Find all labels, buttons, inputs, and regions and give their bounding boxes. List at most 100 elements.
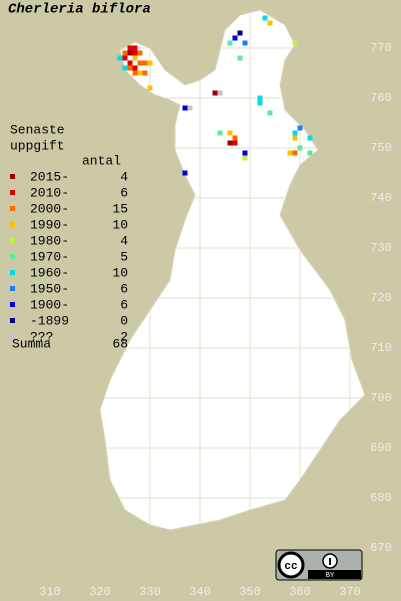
total-label: Summa: [12, 336, 51, 351]
observation-square: [242, 150, 248, 156]
license-badge: cc BY: [275, 549, 363, 581]
observation-square: [292, 40, 298, 46]
legend-label: 2000-: [30, 201, 69, 216]
observation-square: [122, 50, 128, 56]
legend-count: 5: [120, 249, 128, 264]
observation-square: [147, 60, 153, 66]
legend-swatch: [10, 254, 15, 259]
legend-label: 1950-: [30, 281, 69, 296]
observation-square: [182, 105, 188, 111]
legend-count: 4: [120, 169, 128, 184]
observation-square: [127, 65, 133, 71]
observations: [117, 15, 313, 176]
legend-swatch: [10, 206, 15, 211]
by-icon-figure: [329, 558, 331, 565]
legend-swatch: [10, 302, 15, 307]
observation-square: [132, 45, 138, 51]
observation-square: [232, 35, 238, 41]
legend-count: 10: [112, 265, 128, 280]
observation-square: [257, 100, 263, 106]
y-tick-label: 700: [370, 391, 392, 405]
observation-square: [257, 95, 263, 101]
legend-label: 1970-: [30, 249, 69, 264]
y-tick-label: 730: [370, 241, 392, 255]
observation-square: [227, 140, 233, 146]
legend-swatch: [10, 222, 15, 227]
legend-label: 1990-: [30, 217, 69, 232]
legend-label: 1980-: [30, 233, 69, 248]
observation-square: [217, 90, 223, 96]
observation-square: [147, 85, 153, 91]
observation-square: [117, 55, 123, 61]
legend-swatch: [10, 238, 15, 243]
observation-square: [267, 110, 273, 116]
title: Cherleria biflora: [8, 2, 151, 18]
legend-count: 4: [120, 233, 128, 248]
legend-count: 2: [120, 329, 128, 344]
x-tick-label: 330: [139, 585, 161, 599]
observation-square: [122, 55, 128, 61]
observation-square: [292, 150, 298, 156]
observation-square: [132, 55, 138, 61]
observation-square: [297, 145, 303, 151]
observation-square: [227, 40, 233, 46]
y-tick-label: 670: [370, 541, 392, 555]
legend-count: 6: [120, 185, 128, 200]
observation-square: [137, 60, 143, 66]
observation-square: [237, 30, 243, 36]
legend-count: 0: [120, 313, 128, 328]
legend-swatch: [10, 334, 15, 339]
observation-square: [122, 65, 128, 71]
legend-heading: Senaste: [10, 122, 65, 137]
y-tick-label: 690: [370, 441, 392, 455]
observation-square: [132, 65, 138, 71]
x-tick-label: 310: [39, 585, 61, 599]
observation-square: [132, 70, 138, 76]
legend-swatch: [10, 190, 15, 195]
legend-label: -1899: [30, 313, 69, 328]
legend-label: 2015-: [30, 169, 69, 184]
country-outline: [99, 9, 366, 531]
observation-square: [127, 50, 133, 56]
observation-square: [307, 150, 313, 156]
legend-swatch: [10, 318, 15, 323]
observation-square: [142, 60, 148, 66]
legend-swatch: [10, 270, 15, 275]
legend-count: 15: [112, 201, 128, 216]
y-tick-label: 760: [370, 91, 392, 105]
total-value: 68: [112, 336, 128, 351]
observation-square: [127, 60, 133, 66]
observation-square: [137, 50, 143, 56]
legend-label: ???: [30, 329, 53, 344]
cc-icon: cc: [284, 561, 297, 573]
observation-square: [127, 45, 133, 51]
observation-square: [307, 135, 313, 141]
observation-square: [212, 90, 218, 96]
observation-square: [237, 55, 243, 61]
y-tick-label: 720: [370, 291, 392, 305]
observation-square: [187, 105, 193, 111]
observation-square: [182, 170, 188, 176]
legend: 2015- 4 2010- 6 2000- 15 1990- 10 1980- 4 1970- 5 19…: [10, 169, 128, 344]
observation-square: [217, 130, 223, 136]
y-tick-label: 750: [370, 141, 392, 155]
x-tick-label: 320: [89, 585, 111, 599]
observation-square: [297, 125, 303, 131]
observation-square: [287, 150, 293, 156]
y-tick-label: 770: [370, 41, 392, 55]
legend-label: 2010-: [30, 185, 69, 200]
legend-count-header: antal: [82, 153, 121, 168]
y-tick-label: 740: [370, 191, 392, 205]
by-label: BY: [326, 572, 335, 580]
observation-square: [292, 130, 298, 136]
legend-count: 6: [120, 297, 128, 312]
observation-square: [227, 130, 233, 136]
observation-square: [267, 20, 273, 26]
observation-square: [242, 155, 248, 161]
legend-swatch: [10, 286, 15, 291]
observation-square: [137, 70, 143, 76]
legend-label: 1900-: [30, 297, 69, 312]
observation-square: [242, 40, 248, 46]
x-tick-label: 340: [189, 585, 211, 599]
